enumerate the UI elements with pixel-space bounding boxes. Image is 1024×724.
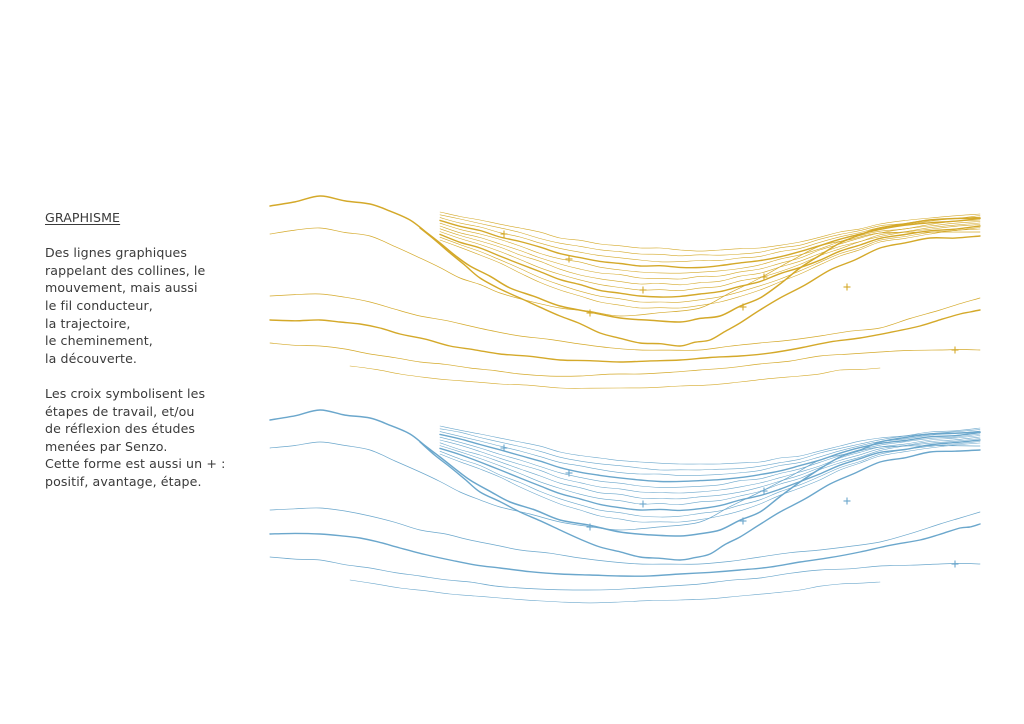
hill-line xyxy=(419,441,981,561)
hill-line xyxy=(269,342,981,377)
plus-icon xyxy=(951,346,959,354)
plus-icon xyxy=(639,286,647,294)
hill-line xyxy=(439,224,981,291)
hill-line xyxy=(269,309,981,363)
plus-icon xyxy=(586,309,594,317)
section-heading: GRAPHISME xyxy=(45,210,121,225)
hill-line xyxy=(439,219,981,274)
plus-icon xyxy=(739,303,747,311)
hill-line xyxy=(439,211,981,252)
hill-line xyxy=(439,441,981,518)
hill-line xyxy=(419,227,981,347)
plus-icon xyxy=(760,273,768,281)
hill-line xyxy=(439,216,981,263)
hill-line xyxy=(439,436,981,500)
hill-line xyxy=(439,221,981,280)
plus-icon xyxy=(586,523,594,531)
hill-line xyxy=(439,214,981,257)
hill-line xyxy=(439,228,981,309)
hill-line xyxy=(269,556,981,591)
plus-icon xyxy=(565,469,573,477)
hill-line xyxy=(269,507,981,565)
hill-line xyxy=(439,435,981,494)
plus-icon xyxy=(843,283,851,291)
plus-icon xyxy=(500,444,508,452)
hill-line xyxy=(439,439,981,512)
plus-icon xyxy=(843,497,851,505)
hill-line xyxy=(439,227,981,303)
hill-line xyxy=(269,293,981,351)
hill-line xyxy=(439,433,981,488)
hill-line xyxy=(349,579,881,604)
hill-line xyxy=(349,365,881,389)
hill-line xyxy=(269,195,981,323)
hill-line xyxy=(439,425,981,465)
hill-line xyxy=(269,523,981,577)
plus-icon xyxy=(951,560,959,568)
hill-line xyxy=(439,438,981,505)
hill-line xyxy=(439,217,981,269)
blue-hill-lines xyxy=(269,409,981,604)
hill-line xyxy=(439,431,981,483)
plus-icon xyxy=(500,230,508,238)
plus-icon xyxy=(639,500,647,508)
description-paragraph: Des lignes graphiques rappelant des coll… xyxy=(45,245,206,366)
text-block: GRAPHISME Des lignes graphiques rappelan… xyxy=(45,209,255,491)
hill-line xyxy=(439,222,981,286)
hill-line xyxy=(439,225,981,298)
plus-icon xyxy=(739,517,747,525)
hill-line xyxy=(439,428,981,471)
hill-line xyxy=(439,442,981,523)
yellow-hill-lines xyxy=(269,195,981,389)
crosses-paragraph: Les croix symbolisent les étapes de trav… xyxy=(45,385,226,489)
hill-line xyxy=(269,441,981,531)
plus-icon xyxy=(565,255,573,263)
hill-line xyxy=(439,430,981,476)
hill-line xyxy=(269,227,981,317)
plus-icon xyxy=(760,487,768,495)
